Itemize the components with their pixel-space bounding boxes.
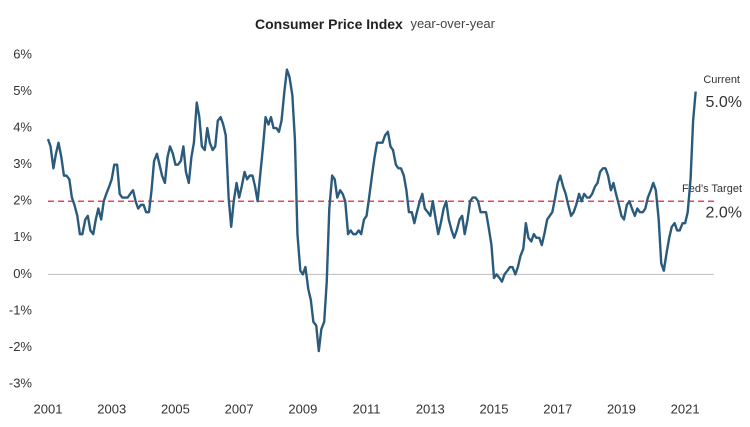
x-tick-label: 2009: [288, 401, 317, 416]
y-tick-label: 6%: [13, 46, 32, 61]
x-tick-label: 2011: [353, 401, 381, 416]
x-tick-label: 2017: [543, 401, 572, 416]
y-tick-label: 2%: [13, 193, 32, 208]
y-tick-label: -3%: [9, 375, 33, 390]
title: Consumer Price Index: [255, 16, 403, 32]
x-tick-label: 2019: [607, 401, 636, 416]
y-tick-label: 5%: [13, 83, 32, 98]
x-tick-label: 2005: [161, 401, 190, 416]
x-tick-label: 2013: [416, 401, 445, 416]
x-tick-label: 2003: [97, 401, 126, 416]
y-tick-label: 4%: [13, 120, 32, 135]
subtitle: year-over-year: [410, 16, 495, 31]
x-tick-label: 2007: [225, 401, 254, 416]
chart-title: Consumer Price Index year-over-year: [255, 16, 496, 32]
y-tick-label: -1%: [9, 302, 33, 317]
reference-label: Fed's Target: [682, 183, 742, 195]
current-value-label: 5.0%: [706, 94, 742, 111]
line: [46, 68, 697, 353]
y-tick-label: 3%: [13, 156, 32, 171]
y-tick-label: -2%: [9, 339, 33, 354]
current-label: Current: [703, 74, 740, 86]
reference-value-label: 2.0%: [706, 204, 742, 221]
y-tick-label: 0%: [13, 266, 32, 281]
x-tick-label: 2021: [671, 401, 700, 416]
y-tick-label: 1%: [13, 229, 32, 244]
x-tick-label: 2001: [34, 401, 63, 416]
x-tick-label: 2015: [480, 401, 509, 416]
